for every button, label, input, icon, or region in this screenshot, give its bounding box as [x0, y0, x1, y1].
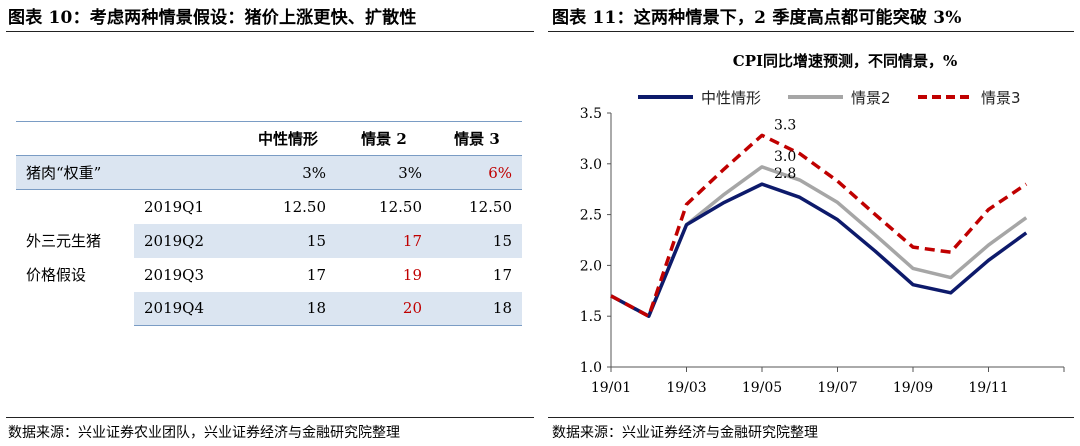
x-tick-label: 19/03: [666, 380, 706, 396]
legend-label-2: 情景3: [981, 89, 1021, 107]
price-scenario-table: 中性情形 情景 2 情景 3 猪肉“权重” 3% 3% 6% 外三元生猪 价格假…: [16, 121, 522, 326]
cell-scenario2: 12.50: [379, 197, 422, 216]
x-tick-label: 19/01: [591, 380, 631, 396]
y-tick-label: 3.0: [580, 157, 602, 173]
cell-scenario2: 17: [336, 223, 432, 258]
pork-weight-neutral: 3%: [240, 155, 336, 190]
table-header-row: 中性情形 情景 2 情景 3: [16, 121, 522, 156]
cell-scenario2: 19: [402, 265, 422, 284]
data-label-2: 2.8: [774, 166, 796, 182]
right-figure-title: 图表 11：这两种情景下，2 季度高点都可能突破 3%: [552, 8, 962, 28]
cell-neutral: 18: [240, 291, 336, 326]
right-source-note: 数据来源：兴业证券经济与金融研究院整理: [552, 425, 818, 441]
chart-title: CPI同比增速预测，不同情景，%: [733, 52, 958, 70]
table-header-scenario2: 情景 2: [336, 121, 432, 156]
table-header-scenario3: 情景 3: [432, 121, 522, 156]
data-label-0: 3.3: [774, 117, 796, 133]
quarter-label: 2019Q4: [134, 291, 240, 326]
cpi-forecast-chart: CPI同比增速预测，不同情景，% 中性情形 情景2 情景3 1.0 1.5 2.0 2.5 3.…: [580, 52, 1065, 396]
series-line-2: [610, 133, 1028, 318]
quarter-label: 2019Q2: [134, 223, 240, 258]
y-tick-label: 1.5: [580, 309, 602, 325]
x-tick-label: 19/11: [968, 380, 1008, 396]
table-row-pork-weight: 猪肉“权重” 3% 3% 6%: [16, 155, 522, 190]
cell-scenario3: 18: [432, 291, 522, 326]
cell-scenario2: 20: [336, 291, 432, 326]
pork-weight-label: 猪肉“权重”: [16, 155, 240, 190]
y-tick-label: 2.0: [580, 258, 602, 274]
right-figure-panel: 图表 11：这两种情景下，2 季度高点都可能突破 3% CPI同比增速预测，不同…: [542, 0, 1080, 446]
group-label-line2: 价格假设: [26, 265, 87, 284]
group-label-line1: 外三元生猪: [26, 231, 102, 250]
legend-label-0: 中性情形: [701, 89, 761, 107]
hog-price-group-label: 外三元生猪 价格假设: [16, 190, 134, 326]
cell-scenario3: 17: [492, 265, 512, 284]
left-figure-title: 图表 10：考虑两种情景假设：猪价上涨更快、扩散性: [8, 8, 417, 28]
left-source-note: 数据来源：兴业证券农业团队，兴业证券经济与金融研究院整理: [8, 425, 400, 441]
cell-neutral: 17: [306, 265, 326, 284]
table-row: 2019Q3 17 19 17: [16, 258, 522, 292]
y-tick-label: 1.0: [580, 360, 602, 376]
table-row: 2019Q2 15 17 15: [16, 223, 522, 258]
x-tick-label: 19/07: [817, 380, 857, 396]
table-row: 外三元生猪 价格假设 2019Q1 12.50 12.50 12.50: [16, 190, 522, 284]
legend-label-1: 情景2: [851, 89, 891, 107]
quarter-label: 2019Q3: [144, 265, 205, 284]
left-figure-panel: 图表 10：考虑两种情景假设：猪价上涨更快、扩散性 中性情形 情景 2 情景 3…: [6, 8, 534, 441]
quarter-label: 2019Q1: [144, 197, 205, 216]
table-header-neutral: 中性情形: [240, 121, 336, 156]
cell-scenario3: 15: [432, 223, 522, 258]
y-tick-label: 3.5: [580, 106, 602, 122]
right-title-divider: [548, 31, 1074, 32]
cell-scenario3: 12.50: [469, 197, 512, 216]
pork-weight-scenario3: 6%: [432, 155, 522, 190]
data-label-1: 3.0: [774, 149, 796, 165]
table-row: 2019Q4 18 20 18: [16, 291, 522, 326]
cell-neutral: 12.50: [283, 197, 326, 216]
left-source-divider: [6, 417, 534, 418]
x-tick-label: 19/09: [893, 380, 933, 396]
left-title-divider: [6, 31, 534, 32]
series-line-0: [610, 182, 1028, 318]
pork-weight-scenario2: 3%: [336, 155, 432, 190]
y-tick-label: 2.5: [580, 208, 602, 224]
table-header-cell: [134, 121, 240, 156]
table-header-cell: [16, 121, 134, 156]
right-source-divider: [548, 417, 1074, 418]
cell-neutral: 15: [240, 223, 336, 258]
x-tick-label: 19/05: [742, 380, 782, 396]
